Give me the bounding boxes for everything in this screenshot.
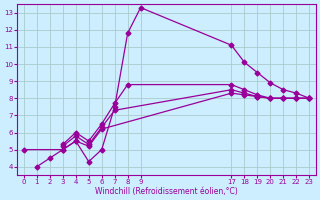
X-axis label: Windchill (Refroidissement éolien,°C): Windchill (Refroidissement éolien,°C) bbox=[95, 187, 238, 196]
